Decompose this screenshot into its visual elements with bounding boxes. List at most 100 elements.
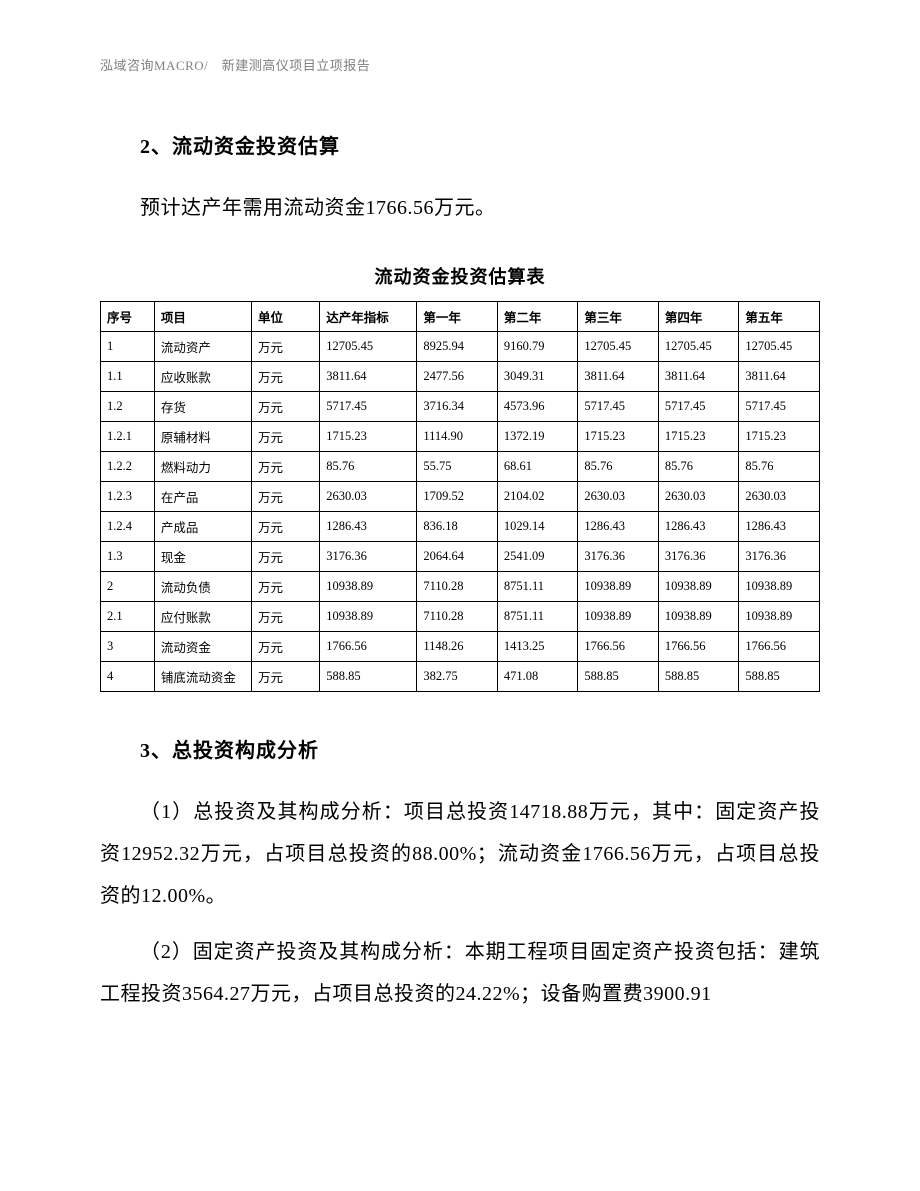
table-cell: 2630.03 bbox=[578, 482, 659, 512]
table-cell: 1715.23 bbox=[658, 422, 739, 452]
section-3-para-1: （1）总投资及其构成分析：项目总投资14718.88万元，其中：固定资产投资12… bbox=[100, 791, 820, 917]
table-cell: 12705.45 bbox=[658, 332, 739, 362]
table-cell: 1114.90 bbox=[417, 422, 498, 452]
table-cell: 5717.45 bbox=[320, 392, 417, 422]
table-cell: 55.75 bbox=[417, 452, 498, 482]
table-cell: 85.76 bbox=[658, 452, 739, 482]
table-cell: 1372.19 bbox=[497, 422, 578, 452]
col-header-y2: 第二年 bbox=[497, 302, 578, 332]
table-cell: 2541.09 bbox=[497, 542, 578, 572]
table-cell: 471.08 bbox=[497, 662, 578, 692]
table-cell: 5717.45 bbox=[658, 392, 739, 422]
table-cell: 应收账款 bbox=[154, 362, 251, 392]
section-3-para-2: （2）固定资产投资及其构成分析：本期工程项目固定资产投资包括：建筑工程投资356… bbox=[100, 931, 820, 1015]
page-header: 泓域咨询MACRO/ 新建测高仪项目立项报告 bbox=[100, 55, 820, 74]
table-cell: 7110.28 bbox=[417, 602, 498, 632]
table-row: 2.1应付账款万元10938.897110.288751.1110938.891… bbox=[101, 602, 820, 632]
table-cell: 3811.64 bbox=[320, 362, 417, 392]
table-cell: 10938.89 bbox=[658, 572, 739, 602]
table-cell: 588.85 bbox=[739, 662, 820, 692]
table-cell: 万元 bbox=[251, 362, 319, 392]
table-cell: 68.61 bbox=[497, 452, 578, 482]
table-cell: 在产品 bbox=[154, 482, 251, 512]
table-row: 1流动资产万元12705.458925.949160.7912705.45127… bbox=[101, 332, 820, 362]
table-cell: 1715.23 bbox=[739, 422, 820, 452]
table-cell: 10938.89 bbox=[578, 572, 659, 602]
table-cell: 3716.34 bbox=[417, 392, 498, 422]
table-cell: 万元 bbox=[251, 602, 319, 632]
table-cell: 3811.64 bbox=[658, 362, 739, 392]
col-header-item: 项目 bbox=[154, 302, 251, 332]
table-cell: 万元 bbox=[251, 632, 319, 662]
table-row: 1.1应收账款万元3811.642477.563049.313811.64381… bbox=[101, 362, 820, 392]
table-cell: 1286.43 bbox=[320, 512, 417, 542]
table-cell: 流动资产 bbox=[154, 332, 251, 362]
table-cell: 1286.43 bbox=[739, 512, 820, 542]
table-cell: 10938.89 bbox=[739, 602, 820, 632]
table-cell: 万元 bbox=[251, 332, 319, 362]
table-cell: 3176.36 bbox=[320, 542, 417, 572]
table-cell: 3049.31 bbox=[497, 362, 578, 392]
table-header-row: 序号 项目 单位 达产年指标 第一年 第二年 第三年 第四年 第五年 bbox=[101, 302, 820, 332]
table-cell: 3176.36 bbox=[578, 542, 659, 572]
table-cell: 2477.56 bbox=[417, 362, 498, 392]
table-row: 4铺底流动资金万元588.85382.75471.08588.85588.855… bbox=[101, 662, 820, 692]
table-cell: 2104.02 bbox=[497, 482, 578, 512]
table-cell: 1 bbox=[101, 332, 155, 362]
table-cell: 4573.96 bbox=[497, 392, 578, 422]
table-cell: 流动负债 bbox=[154, 572, 251, 602]
section-3-heading: 3、总投资构成分析 bbox=[100, 734, 820, 763]
table-cell: 85.76 bbox=[739, 452, 820, 482]
table-cell: 2630.03 bbox=[320, 482, 417, 512]
table-row: 1.2.2燃料动力万元85.7655.7568.6185.7685.7685.7… bbox=[101, 452, 820, 482]
table-cell: 588.85 bbox=[578, 662, 659, 692]
table-cell: 1766.56 bbox=[578, 632, 659, 662]
table-cell: 8751.11 bbox=[497, 572, 578, 602]
table-cell: 9160.79 bbox=[497, 332, 578, 362]
working-capital-table: 序号 项目 单位 达产年指标 第一年 第二年 第三年 第四年 第五年 1流动资产… bbox=[100, 301, 820, 692]
table-cell: 1715.23 bbox=[578, 422, 659, 452]
table-cell: 1.2.4 bbox=[101, 512, 155, 542]
col-header-target: 达产年指标 bbox=[320, 302, 417, 332]
table-cell: 10938.89 bbox=[578, 602, 659, 632]
table-cell: 应付账款 bbox=[154, 602, 251, 632]
table-cell: 2.1 bbox=[101, 602, 155, 632]
table-cell: 流动资金 bbox=[154, 632, 251, 662]
table-cell: 8751.11 bbox=[497, 602, 578, 632]
table-cell: 10938.89 bbox=[658, 602, 739, 632]
table-cell: 588.85 bbox=[658, 662, 739, 692]
table-cell: 铺底流动资金 bbox=[154, 662, 251, 692]
col-header-unit: 单位 bbox=[251, 302, 319, 332]
table-cell: 3811.64 bbox=[578, 362, 659, 392]
table-cell: 1709.52 bbox=[417, 482, 498, 512]
table-cell: 85.76 bbox=[578, 452, 659, 482]
table-cell: 1.2.2 bbox=[101, 452, 155, 482]
table-cell: 382.75 bbox=[417, 662, 498, 692]
table-cell: 产成品 bbox=[154, 512, 251, 542]
table-cell: 7110.28 bbox=[417, 572, 498, 602]
table-cell: 12705.45 bbox=[320, 332, 417, 362]
table-cell: 12705.45 bbox=[578, 332, 659, 362]
table-row: 2流动负债万元10938.897110.288751.1110938.89109… bbox=[101, 572, 820, 602]
table-row: 1.2存货万元5717.453716.344573.965717.455717.… bbox=[101, 392, 820, 422]
table-cell: 1.3 bbox=[101, 542, 155, 572]
col-header-seq: 序号 bbox=[101, 302, 155, 332]
table-cell: 1766.56 bbox=[739, 632, 820, 662]
table-row: 1.2.1原辅材料万元1715.231114.901372.191715.231… bbox=[101, 422, 820, 452]
table-row: 1.2.3在产品万元2630.031709.522104.022630.0326… bbox=[101, 482, 820, 512]
table-cell: 2064.64 bbox=[417, 542, 498, 572]
table-cell: 10938.89 bbox=[739, 572, 820, 602]
table-cell: 2630.03 bbox=[658, 482, 739, 512]
table-cell: 1413.25 bbox=[497, 632, 578, 662]
table-cell: 1029.14 bbox=[497, 512, 578, 542]
table-cell: 85.76 bbox=[320, 452, 417, 482]
section-2-heading: 2、流动资金投资估算 bbox=[100, 130, 820, 159]
table-cell: 万元 bbox=[251, 572, 319, 602]
table-cell: 3811.64 bbox=[739, 362, 820, 392]
table-cell: 5717.45 bbox=[739, 392, 820, 422]
col-header-y3: 第三年 bbox=[578, 302, 659, 332]
table-cell: 10938.89 bbox=[320, 602, 417, 632]
table-cell: 存货 bbox=[154, 392, 251, 422]
table-cell: 3176.36 bbox=[658, 542, 739, 572]
table-cell: 10938.89 bbox=[320, 572, 417, 602]
